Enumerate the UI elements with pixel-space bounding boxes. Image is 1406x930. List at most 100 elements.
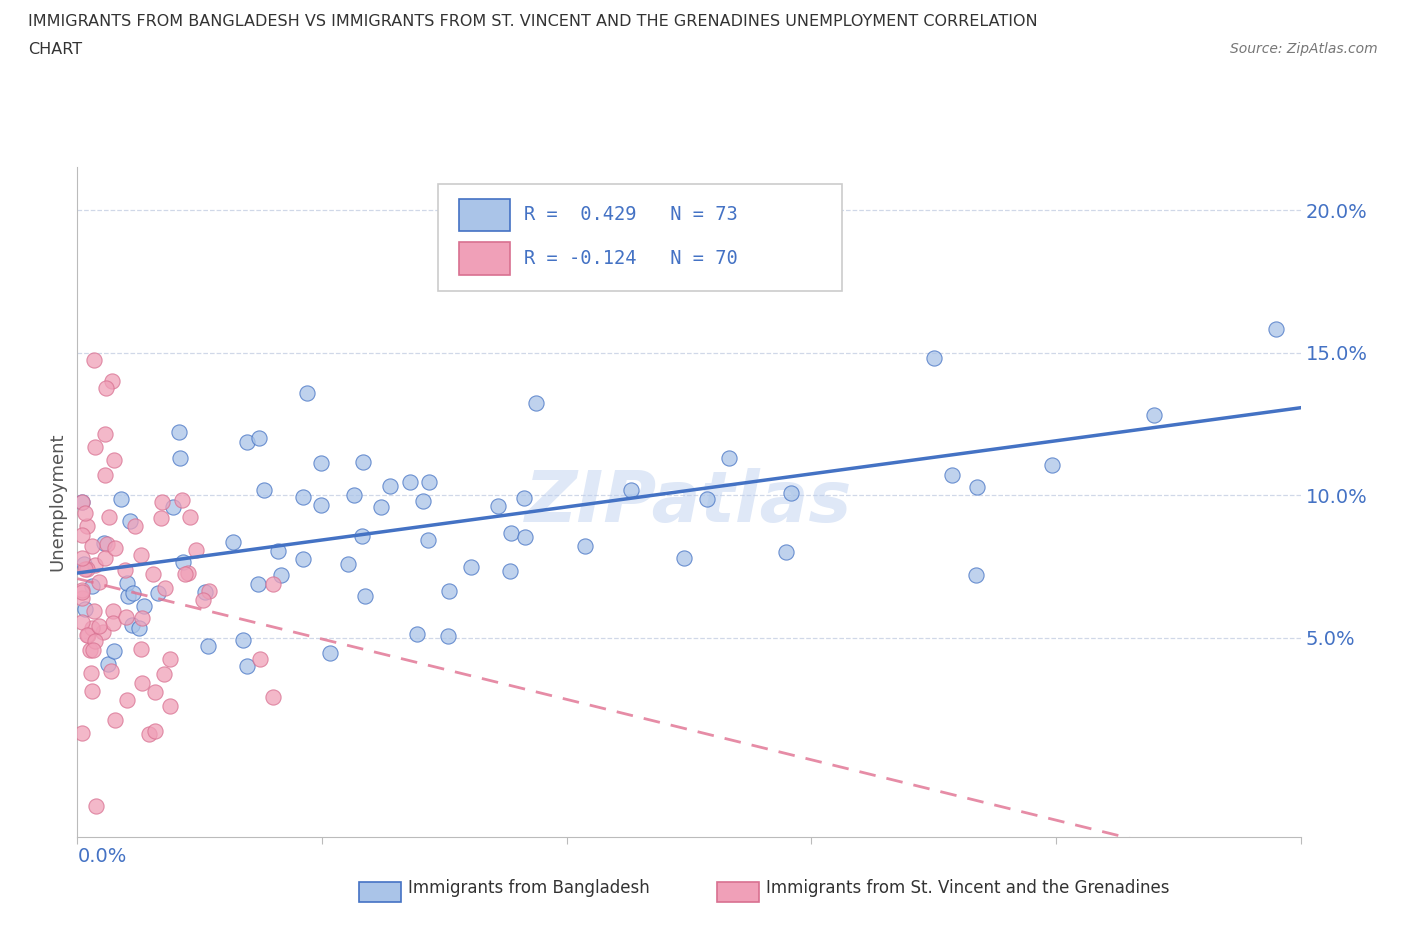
Point: [70, 591, 93, 605]
Point: [70, 495, 93, 510]
Point: [1143, 408, 1166, 423]
Point: [399, 474, 422, 489]
Point: [513, 490, 536, 505]
Point: [103, 540, 125, 555]
Point: [146, 585, 169, 600]
Text: Immigrants from St. Vincent and the Grenadines: Immigrants from St. Vincent and the Gren…: [766, 879, 1170, 897]
Point: [292, 551, 315, 566]
Text: CHART: CHART: [28, 42, 82, 57]
Point: [76, 518, 98, 533]
Point: [249, 430, 271, 445]
Point: [380, 478, 402, 493]
Point: [153, 666, 176, 681]
Point: [343, 487, 366, 502]
FancyBboxPatch shape: [458, 243, 510, 274]
Point: [153, 580, 176, 595]
Point: [524, 396, 547, 411]
Point: [103, 644, 125, 658]
Point: [128, 620, 150, 635]
Point: [75, 506, 97, 521]
Text: R = -0.124   N = 70: R = -0.124 N = 70: [524, 249, 738, 268]
Point: [89, 575, 111, 590]
Point: [174, 566, 197, 581]
Point: [486, 498, 509, 513]
Point: [143, 724, 166, 738]
Point: [131, 676, 153, 691]
Point: [406, 626, 429, 641]
Point: [353, 589, 375, 604]
Point: [309, 456, 332, 471]
Point: [499, 526, 522, 541]
Point: [176, 565, 198, 580]
Point: [70, 528, 93, 543]
Point: [162, 499, 184, 514]
Point: [966, 480, 988, 495]
Point: [696, 491, 718, 506]
Point: [352, 455, 374, 470]
Point: [70, 582, 93, 597]
Point: [82, 643, 104, 658]
Point: [93, 535, 115, 550]
Point: [197, 639, 219, 654]
Point: [149, 511, 172, 525]
Point: [97, 510, 120, 525]
Point: [115, 693, 138, 708]
Point: [780, 485, 803, 500]
Text: IMMIGRANTS FROM BANGLADESH VS IMMIGRANTS FROM ST. VINCENT AND THE GRENADINES UNE: IMMIGRANTS FROM BANGLADESH VS IMMIGRANTS…: [28, 14, 1038, 29]
Point: [84, 440, 107, 455]
Point: [370, 499, 392, 514]
Point: [115, 609, 138, 624]
Point: [311, 498, 333, 512]
Point: [83, 633, 105, 648]
Point: [319, 645, 342, 660]
Point: [186, 543, 208, 558]
Point: [159, 699, 181, 714]
Point: [513, 529, 536, 544]
Point: [270, 568, 292, 583]
Point: [100, 374, 122, 389]
Point: [197, 584, 219, 599]
Point: [83, 604, 105, 618]
Point: [169, 450, 191, 465]
Point: [70, 726, 93, 741]
Point: [460, 560, 482, 575]
Point: [1265, 321, 1288, 336]
Text: ZIPatlas: ZIPatlas: [526, 468, 852, 537]
Point: [717, 451, 740, 466]
Point: [262, 577, 284, 591]
Point: [941, 467, 963, 482]
Point: [70, 551, 93, 565]
Point: [73, 601, 96, 616]
Point: [70, 494, 93, 509]
Point: [79, 665, 101, 680]
Point: [94, 551, 117, 565]
Point: [83, 352, 105, 367]
Point: [96, 537, 118, 551]
Point: [193, 592, 215, 607]
Point: [82, 621, 104, 636]
Point: [80, 683, 103, 698]
Point: [115, 575, 138, 590]
Point: [236, 434, 259, 449]
Point: [120, 513, 142, 528]
Point: [80, 538, 103, 553]
Point: [775, 544, 797, 559]
Point: [292, 490, 315, 505]
Point: [84, 799, 107, 814]
Point: [965, 567, 987, 582]
Point: [131, 611, 153, 626]
Point: [262, 689, 284, 704]
Point: [159, 651, 181, 666]
Point: [77, 628, 100, 643]
Point: [73, 562, 96, 577]
Point: [336, 557, 359, 572]
Point: [87, 618, 110, 633]
Point: [132, 599, 155, 614]
Point: [267, 544, 290, 559]
Y-axis label: Unemployment: Unemployment: [48, 433, 66, 571]
Point: [70, 615, 93, 630]
Text: R =  0.429   N = 73: R = 0.429 N = 73: [524, 206, 738, 224]
Point: [103, 712, 125, 727]
Point: [172, 555, 194, 570]
Point: [620, 483, 643, 498]
